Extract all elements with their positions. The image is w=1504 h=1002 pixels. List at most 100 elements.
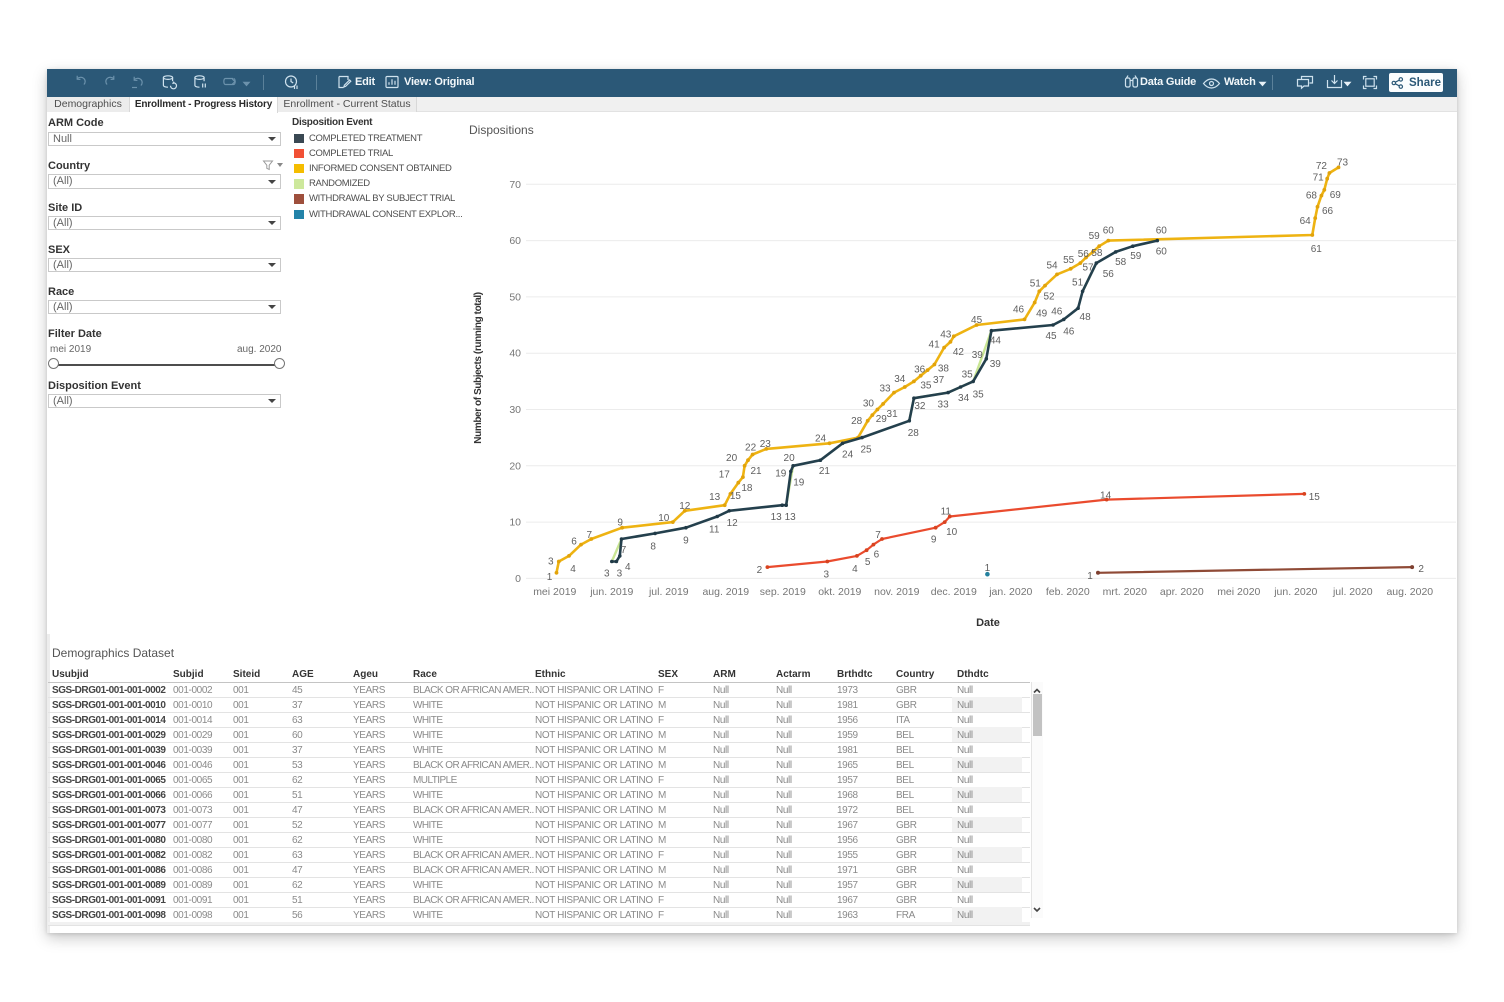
svg-text:56: 56 [1103, 269, 1115, 280]
svg-text:29: 29 [876, 414, 888, 425]
svg-text:58: 58 [1091, 248, 1103, 259]
svg-text:14: 14 [1100, 491, 1112, 502]
svg-text:18: 18 [741, 483, 753, 494]
svg-text:1: 1 [547, 572, 553, 583]
svg-text:3: 3 [617, 569, 623, 580]
svg-text:38: 38 [938, 364, 950, 375]
svg-text:7: 7 [587, 530, 593, 541]
svg-text:31: 31 [887, 409, 899, 420]
svg-text:1: 1 [985, 563, 991, 574]
svg-text:57: 57 [1082, 263, 1094, 274]
svg-text:mei 2019: mei 2019 [533, 586, 576, 598]
svg-text:70: 70 [509, 179, 521, 191]
svg-text:55: 55 [1063, 255, 1075, 266]
svg-text:35: 35 [920, 380, 932, 391]
svg-text:2: 2 [1418, 564, 1424, 575]
svg-text:58: 58 [1115, 257, 1127, 268]
svg-text:9: 9 [683, 536, 689, 547]
svg-text:20: 20 [509, 460, 521, 472]
svg-text:6: 6 [571, 537, 577, 548]
svg-text:21: 21 [819, 466, 831, 477]
svg-text:jul. 2019: jul. 2019 [648, 586, 689, 598]
svg-text:jun. 2019: jun. 2019 [589, 586, 633, 598]
svg-text:51: 51 [1072, 277, 1084, 288]
svg-text:32: 32 [914, 401, 926, 412]
svg-text:35: 35 [973, 389, 985, 400]
svg-text:46: 46 [1013, 304, 1025, 315]
svg-text:mei 2020: mei 2020 [1217, 586, 1260, 598]
svg-text:40: 40 [509, 348, 521, 360]
svg-text:43: 43 [940, 329, 952, 340]
svg-text:19: 19 [775, 468, 787, 479]
svg-text:19: 19 [793, 477, 805, 488]
svg-text:Dispositions: Dispositions [469, 123, 534, 137]
svg-text:11: 11 [709, 525, 720, 536]
svg-text:34: 34 [958, 393, 970, 404]
svg-text:jul. 2020: jul. 2020 [1332, 586, 1373, 598]
svg-text:36: 36 [914, 365, 926, 376]
svg-text:28: 28 [851, 416, 863, 427]
svg-text:9: 9 [617, 518, 623, 529]
svg-text:10: 10 [509, 517, 521, 529]
svg-text:1: 1 [1087, 571, 1093, 582]
svg-text:2: 2 [757, 565, 763, 576]
svg-text:51: 51 [1030, 278, 1042, 289]
svg-text:45: 45 [1045, 331, 1057, 342]
svg-text:7: 7 [621, 545, 627, 556]
svg-text:sep. 2019: sep. 2019 [760, 586, 806, 598]
svg-text:jan. 2020: jan. 2020 [988, 586, 1032, 598]
svg-text:60: 60 [1156, 247, 1168, 258]
svg-text:7: 7 [875, 530, 881, 541]
svg-text:52: 52 [1043, 292, 1055, 303]
svg-text:59: 59 [1089, 231, 1101, 242]
svg-text:50: 50 [509, 291, 521, 303]
svg-text:Date: Date [976, 617, 1000, 629]
svg-text:45: 45 [971, 315, 983, 326]
svg-text:71: 71 [1313, 173, 1325, 184]
svg-text:0: 0 [515, 573, 521, 585]
svg-text:72: 72 [1316, 161, 1328, 172]
svg-text:28: 28 [908, 428, 920, 439]
svg-text:35: 35 [962, 369, 974, 380]
svg-text:dec. 2019: dec. 2019 [931, 586, 977, 598]
svg-text:54: 54 [1046, 260, 1058, 271]
svg-text:73: 73 [1337, 157, 1349, 168]
svg-text:9: 9 [931, 535, 937, 546]
svg-text:20: 20 [784, 453, 796, 464]
svg-text:46: 46 [1051, 306, 1063, 317]
svg-text:56: 56 [1078, 249, 1090, 260]
svg-text:13: 13 [771, 512, 783, 523]
svg-text:46: 46 [1063, 326, 1075, 337]
svg-text:20: 20 [726, 453, 738, 464]
svg-text:17: 17 [719, 470, 731, 481]
svg-text:12: 12 [727, 518, 739, 529]
svg-text:15: 15 [1309, 492, 1321, 503]
svg-text:44: 44 [990, 336, 1002, 347]
svg-text:39: 39 [990, 359, 1002, 370]
svg-text:feb. 2020: feb. 2020 [1046, 586, 1090, 598]
svg-text:49: 49 [1036, 309, 1048, 320]
svg-text:69: 69 [1330, 190, 1342, 201]
svg-text:apr. 2020: apr. 2020 [1160, 586, 1204, 598]
svg-text:61: 61 [1311, 244, 1323, 255]
svg-text:22: 22 [745, 443, 757, 454]
svg-text:24: 24 [842, 449, 854, 460]
svg-text:10: 10 [946, 527, 958, 538]
svg-text:23: 23 [760, 439, 772, 450]
svg-text:59: 59 [1130, 251, 1142, 262]
svg-text:okt. 2019: okt. 2019 [818, 586, 861, 598]
svg-text:37: 37 [933, 375, 945, 386]
svg-text:4: 4 [570, 564, 576, 575]
svg-text:4: 4 [625, 562, 631, 573]
svg-text:41: 41 [929, 340, 941, 351]
svg-text:30: 30 [509, 404, 521, 416]
svg-text:34: 34 [894, 374, 906, 385]
svg-text:60: 60 [1156, 226, 1168, 237]
svg-text:3: 3 [824, 570, 830, 581]
svg-text:25: 25 [860, 445, 872, 456]
svg-text:39: 39 [972, 350, 984, 361]
svg-text:13: 13 [785, 512, 797, 523]
svg-text:mrt. 2020: mrt. 2020 [1103, 586, 1148, 598]
svg-text:13: 13 [709, 492, 721, 503]
svg-text:aug. 2020: aug. 2020 [1386, 586, 1433, 598]
